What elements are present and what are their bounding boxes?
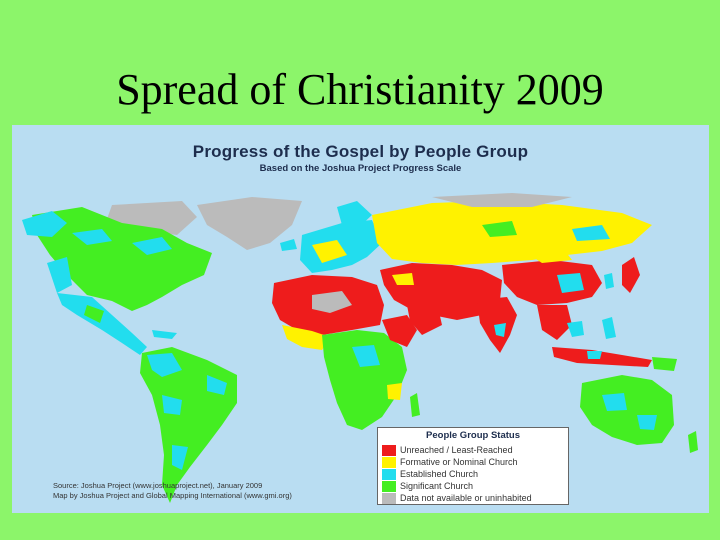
mexico — [57, 293, 147, 355]
source-line-2: Map by Joshua Project and Global Mapping… — [53, 491, 292, 500]
china — [502, 260, 602, 305]
legend-item-established: Established Church — [378, 468, 568, 480]
legend-swatch-unreached — [382, 444, 396, 456]
legend-item-formative: Formative or Nominal Church — [378, 456, 568, 468]
sub-saharan-africa — [322, 330, 407, 430]
map-subtitle: Based on the Joshua Project Progress Sca… — [259, 163, 462, 174]
indonesia — [552, 347, 652, 367]
legend-swatch-no-data — [382, 492, 396, 504]
greenland — [197, 197, 302, 250]
legend-title: People Group Status — [426, 430, 520, 441]
legend-item-unreached: Unreached / Least-Reached — [378, 444, 568, 456]
source-credit: Source: Joshua Project (www.joshuaprojec… — [53, 481, 292, 501]
legend-label-unreached: Unreached / Least-Reached — [400, 445, 513, 455]
source-line-1: Source: Joshua Project (www.joshuaprojec… — [53, 481, 263, 490]
world-map: Progress of the Gospel by People Group B… — [12, 125, 709, 513]
legend-swatch-significant — [382, 480, 396, 492]
legend: People Group Status Unreached / Least-Re… — [377, 427, 569, 505]
legend-label-significant: Significant Church — [400, 481, 474, 491]
legend-label-formative: Formative or Nominal Church — [400, 457, 518, 467]
legend-label-no-data: Data not available or uninhabited — [400, 493, 532, 503]
legend-item-no-data: Data not available or uninhabited — [378, 492, 568, 504]
map-graphic — [22, 193, 698, 503]
legend-swatch-formative — [382, 456, 396, 468]
legend-swatch-established — [382, 468, 396, 480]
map-title: Progress of the Gospel by People Group — [192, 142, 529, 161]
legend-label-established: Established Church — [400, 469, 479, 479]
alaska — [22, 211, 67, 237]
legend-item-significant: Significant Church — [378, 480, 568, 492]
slide-title: Spread of Christianity 2009 — [116, 65, 604, 114]
